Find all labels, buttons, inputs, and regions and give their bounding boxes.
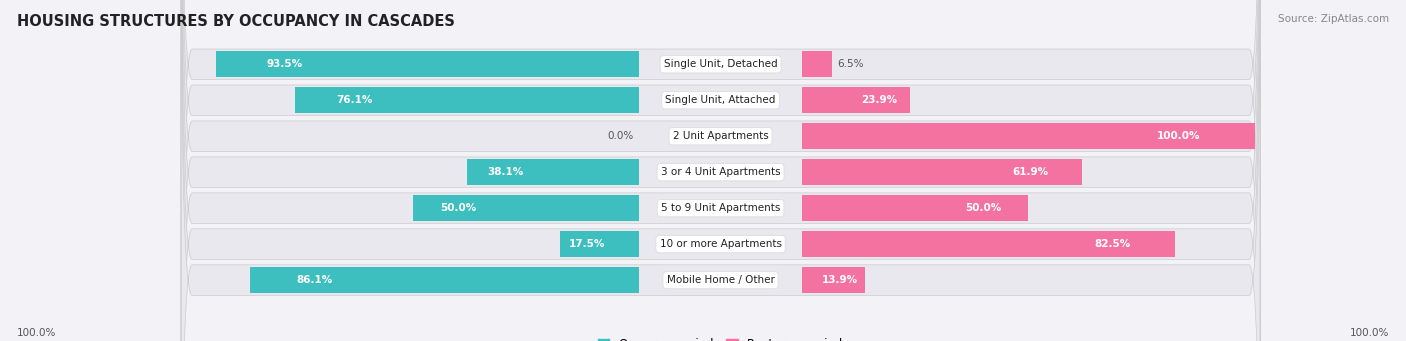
Text: 17.5%: 17.5% — [569, 239, 606, 249]
FancyBboxPatch shape — [181, 0, 1260, 341]
Text: 38.1%: 38.1% — [488, 167, 523, 177]
Text: 82.5%: 82.5% — [1094, 239, 1130, 249]
Text: 5 to 9 Unit Apartments: 5 to 9 Unit Apartments — [661, 203, 780, 213]
Bar — [803, 87, 910, 113]
FancyBboxPatch shape — [181, 0, 1260, 341]
Text: 86.1%: 86.1% — [297, 275, 332, 285]
Bar — [295, 87, 638, 113]
FancyBboxPatch shape — [181, 0, 1260, 341]
Text: 10 or more Apartments: 10 or more Apartments — [659, 239, 782, 249]
FancyBboxPatch shape — [181, 0, 1260, 341]
Text: 0.0%: 0.0% — [607, 131, 633, 141]
Bar — [560, 231, 638, 257]
Text: 100.0%: 100.0% — [17, 328, 56, 338]
Text: 61.9%: 61.9% — [1012, 167, 1049, 177]
Text: 50.0%: 50.0% — [965, 203, 1001, 213]
Text: 23.9%: 23.9% — [862, 95, 897, 105]
Bar — [803, 123, 1254, 149]
Bar — [803, 159, 1083, 185]
Bar — [803, 231, 1175, 257]
Text: 100.0%: 100.0% — [1350, 328, 1389, 338]
Bar — [803, 267, 865, 293]
Text: Single Unit, Detached: Single Unit, Detached — [664, 59, 778, 69]
Bar — [467, 159, 638, 185]
Bar — [803, 195, 1028, 221]
Bar — [413, 195, 638, 221]
FancyBboxPatch shape — [181, 0, 1260, 341]
Bar — [217, 51, 638, 77]
Text: Mobile Home / Other: Mobile Home / Other — [666, 275, 775, 285]
Text: Single Unit, Attached: Single Unit, Attached — [665, 95, 776, 105]
Text: HOUSING STRUCTURES BY OCCUPANCY IN CASCADES: HOUSING STRUCTURES BY OCCUPANCY IN CASCA… — [17, 14, 454, 29]
Text: 93.5%: 93.5% — [267, 59, 302, 69]
Bar — [803, 51, 832, 77]
FancyBboxPatch shape — [181, 0, 1260, 341]
Text: Source: ZipAtlas.com: Source: ZipAtlas.com — [1278, 14, 1389, 24]
Text: 100.0%: 100.0% — [1157, 131, 1201, 141]
Text: 3 or 4 Unit Apartments: 3 or 4 Unit Apartments — [661, 167, 780, 177]
Text: 2 Unit Apartments: 2 Unit Apartments — [672, 131, 769, 141]
Text: 50.0%: 50.0% — [440, 203, 477, 213]
Bar — [249, 267, 638, 293]
FancyBboxPatch shape — [181, 0, 1260, 341]
Legend: Owner-occupied, Renter-occupied: Owner-occupied, Renter-occupied — [593, 333, 848, 341]
Text: 13.9%: 13.9% — [821, 275, 858, 285]
Text: 76.1%: 76.1% — [336, 95, 373, 105]
Text: 6.5%: 6.5% — [837, 59, 863, 69]
